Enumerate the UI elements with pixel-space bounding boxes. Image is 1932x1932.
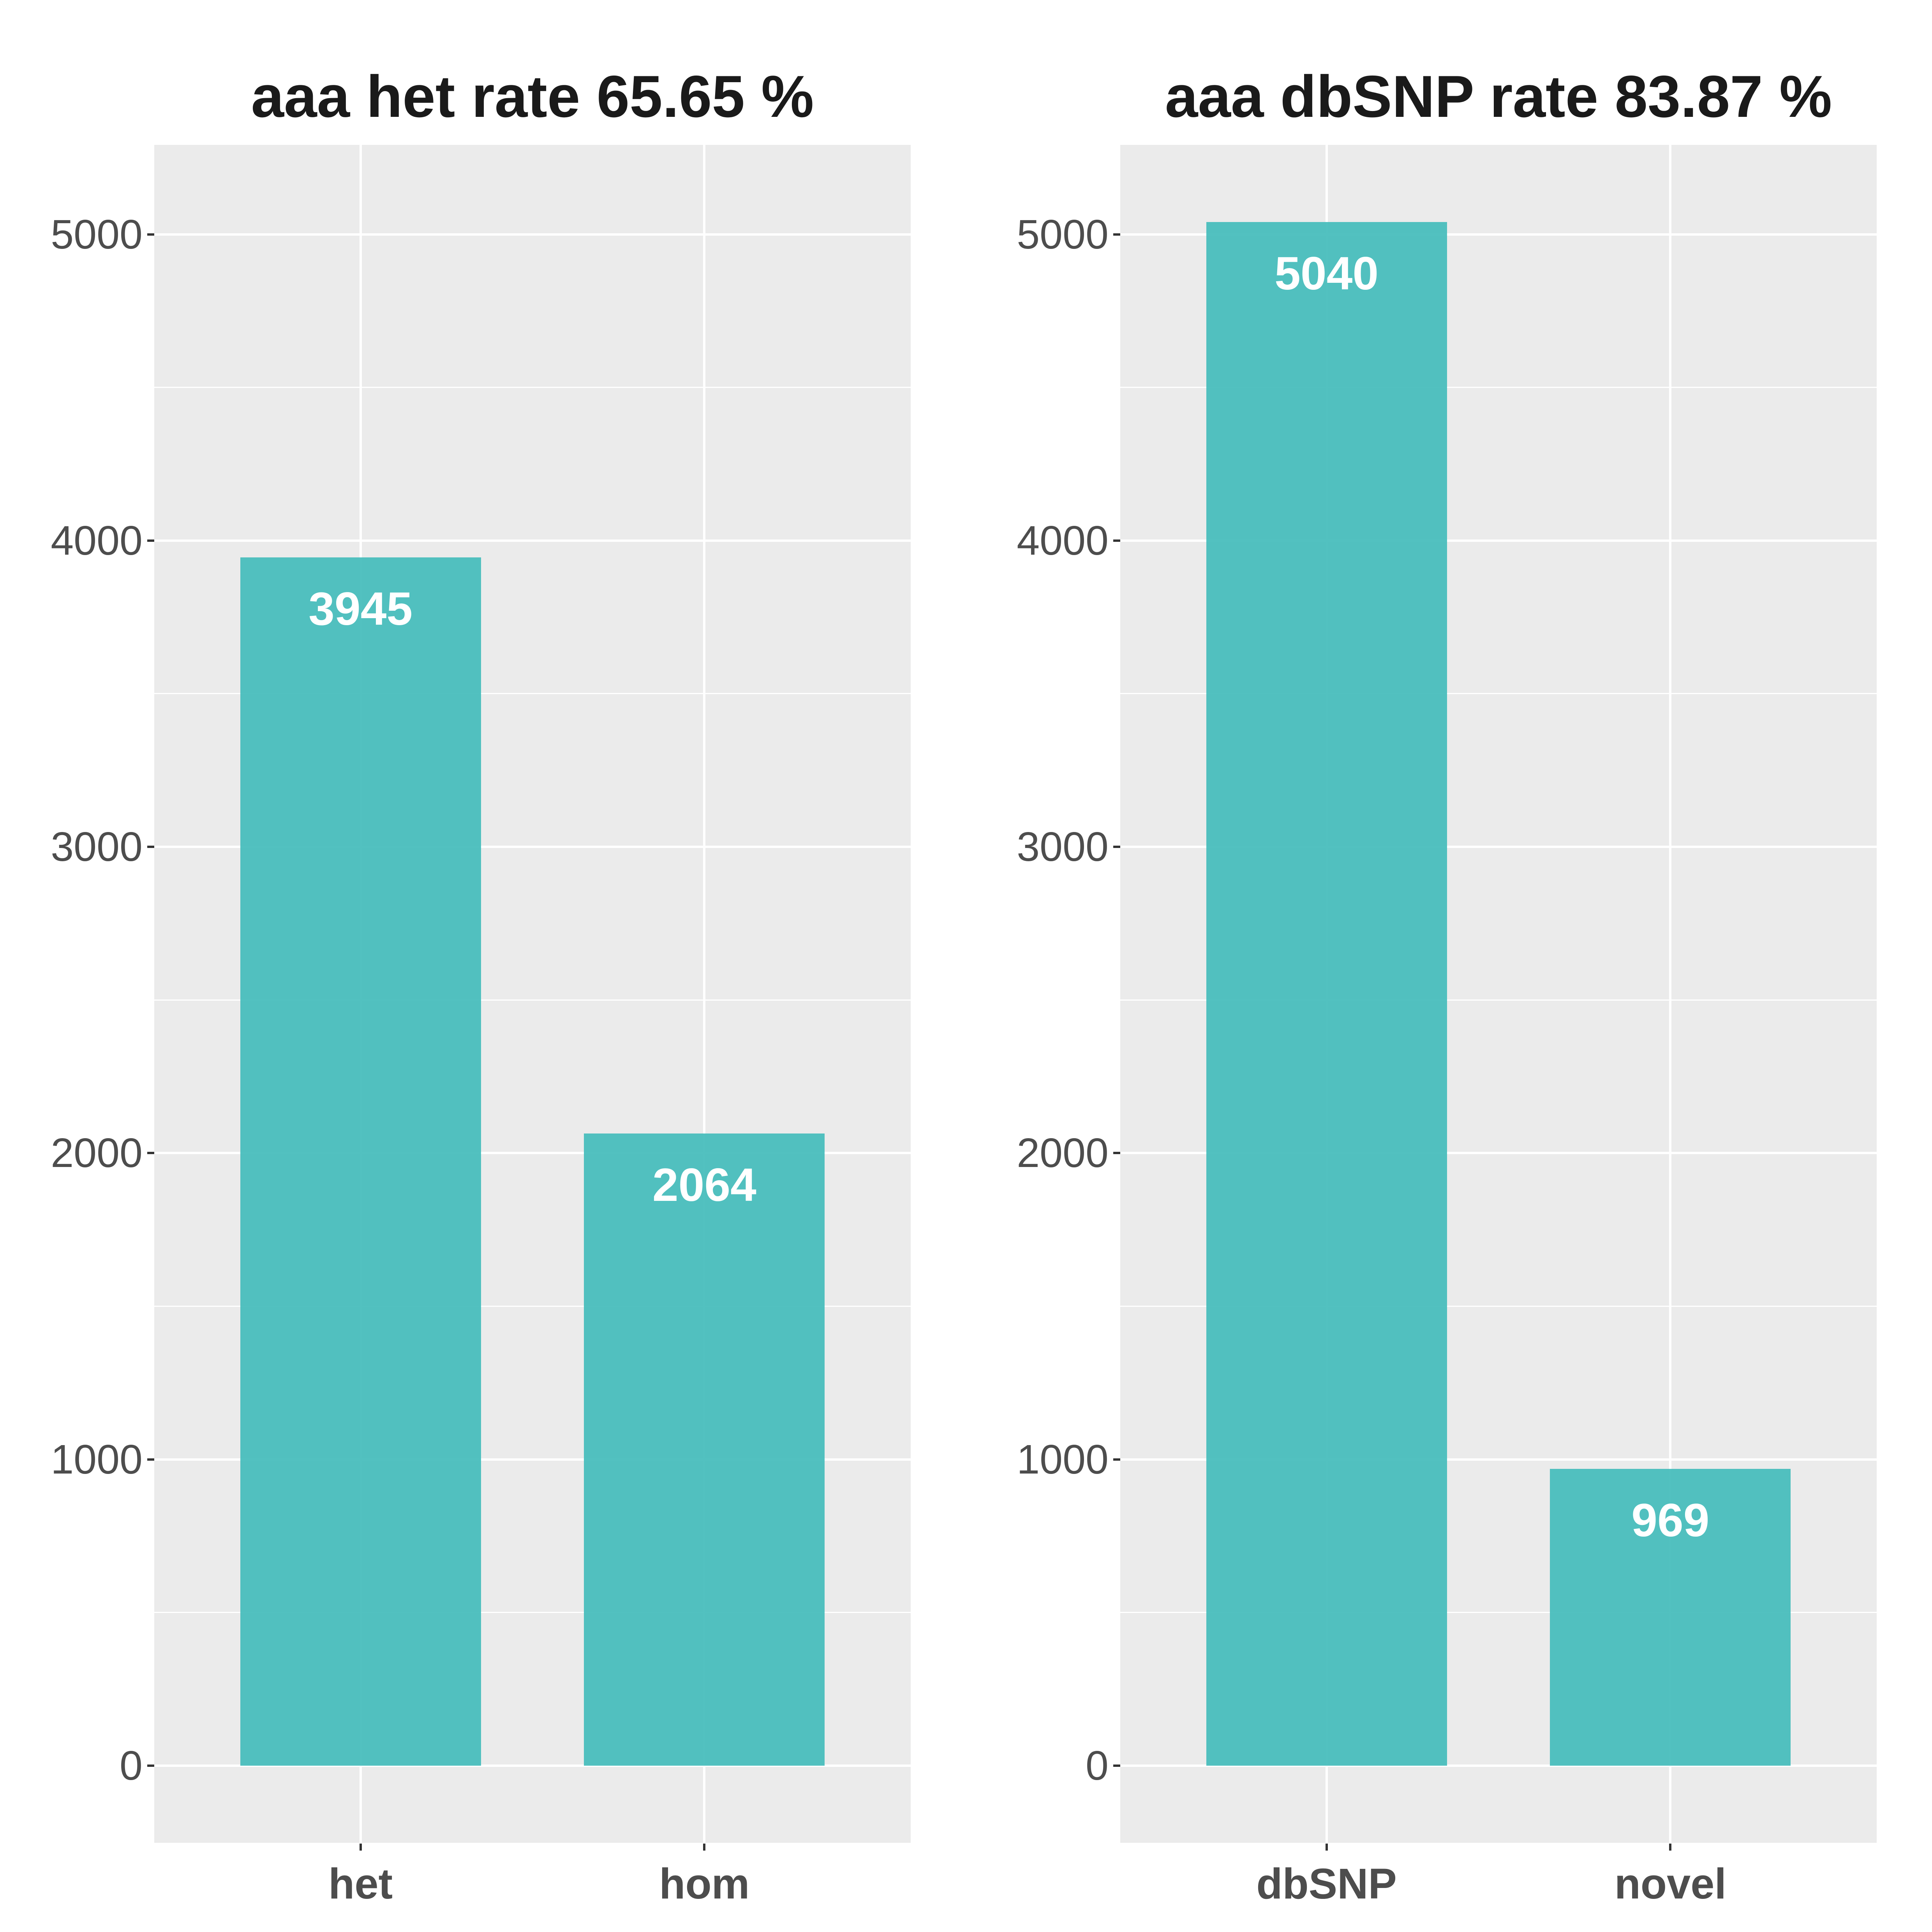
gridline-minor bbox=[154, 693, 911, 695]
gridline-vertical bbox=[1669, 145, 1672, 1843]
gridline-minor bbox=[1120, 387, 1877, 388]
bar-het bbox=[240, 557, 481, 1766]
gridline-major bbox=[1120, 1458, 1877, 1461]
y-tick-mark bbox=[1113, 1152, 1120, 1155]
y-tick-mark bbox=[1113, 1458, 1120, 1461]
y-tick-mark bbox=[1113, 846, 1120, 848]
gridline-minor bbox=[154, 999, 911, 1001]
gridline-vertical bbox=[703, 145, 706, 1843]
gridline-major bbox=[1120, 539, 1877, 542]
y-tick-label: 5000 bbox=[51, 211, 143, 257]
y-tick-mark bbox=[1113, 233, 1120, 236]
y-tick-label: 1000 bbox=[1017, 1436, 1109, 1482]
gridline-minor bbox=[154, 387, 911, 388]
y-tick-mark bbox=[147, 1458, 154, 1461]
bar-dbSNP bbox=[1206, 222, 1447, 1766]
y-tick-label: 2000 bbox=[1017, 1130, 1109, 1176]
bar-hom bbox=[584, 1133, 825, 1766]
x-tick-label-het: het bbox=[328, 1860, 393, 1908]
plot-panel-dbsnp-rate: 5040 969 bbox=[1120, 145, 1877, 1843]
bar-value-label: 2064 bbox=[652, 1159, 756, 1211]
gridline-major bbox=[154, 1764, 911, 1767]
bar-value-label: 969 bbox=[1631, 1494, 1710, 1546]
chart-title-het-rate: aaa het rate 65.65 % bbox=[251, 63, 814, 130]
x-tick-mark bbox=[359, 1844, 362, 1851]
y-tick-mark bbox=[147, 539, 154, 542]
gridline-major bbox=[154, 539, 911, 542]
y-tick-mark bbox=[147, 233, 154, 236]
gridline-minor bbox=[1120, 1612, 1877, 1613]
y-tick-label: 4000 bbox=[51, 517, 143, 564]
x-tick-label-hom: hom bbox=[659, 1860, 750, 1908]
gridline-major bbox=[154, 1458, 911, 1461]
bar-value-label: 5040 bbox=[1274, 247, 1379, 300]
x-tick-mark bbox=[1325, 1844, 1328, 1851]
gridline-minor bbox=[154, 1612, 911, 1613]
y-tick-label: 0 bbox=[1086, 1742, 1109, 1789]
y-tick-label: 0 bbox=[120, 1742, 143, 1789]
y-tick-label: 3000 bbox=[51, 824, 143, 870]
gridline-major bbox=[154, 846, 911, 848]
y-tick-label: 3000 bbox=[1017, 824, 1109, 870]
gridline-major bbox=[1120, 1764, 1877, 1767]
y-tick-label: 2000 bbox=[51, 1130, 143, 1176]
gridline-major bbox=[154, 233, 911, 236]
x-tick-mark bbox=[703, 1844, 706, 1851]
y-tick-label: 4000 bbox=[1017, 517, 1109, 564]
bar-value-label: 3945 bbox=[308, 583, 413, 635]
y-tick-mark bbox=[1113, 539, 1120, 542]
y-tick-mark bbox=[147, 1152, 154, 1155]
x-tick-mark bbox=[1669, 1844, 1672, 1851]
x-tick-label-novel: novel bbox=[1614, 1860, 1727, 1908]
gridline-major bbox=[1120, 233, 1877, 236]
gridline-minor bbox=[1120, 1305, 1877, 1307]
x-tick-label-dbSNP: dbSNP bbox=[1256, 1860, 1397, 1908]
gridline-major bbox=[1120, 846, 1877, 848]
y-tick-mark bbox=[1113, 1764, 1120, 1767]
y-tick-mark bbox=[147, 846, 154, 848]
y-tick-label: 5000 bbox=[1017, 211, 1109, 257]
gridline-major bbox=[1120, 1152, 1877, 1155]
y-tick-mark bbox=[147, 1764, 154, 1767]
gridline-major bbox=[154, 1152, 911, 1155]
bar-novel bbox=[1550, 1468, 1791, 1766]
gridline-minor bbox=[1120, 693, 1877, 695]
plot-panel-het-rate: 3945 2064 bbox=[154, 145, 911, 1843]
gridline-minor bbox=[154, 1305, 911, 1307]
gridline-minor bbox=[1120, 999, 1877, 1001]
y-tick-label: 1000 bbox=[51, 1436, 143, 1482]
chart-title-dbsnp-rate: aaa dbSNP rate 83.87 % bbox=[1165, 63, 1832, 130]
